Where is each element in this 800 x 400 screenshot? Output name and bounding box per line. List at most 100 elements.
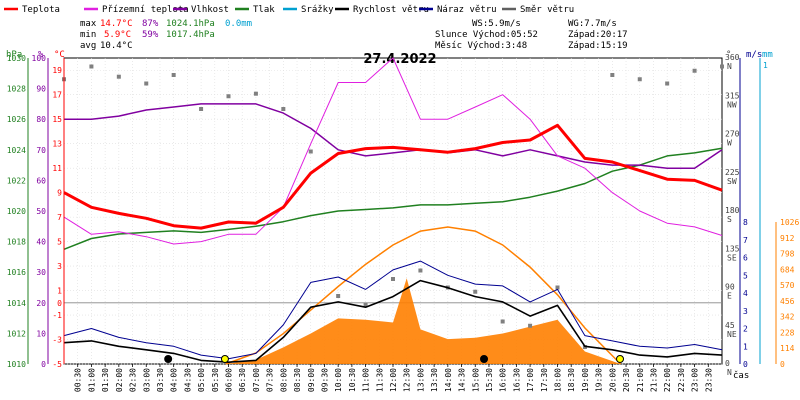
sunset-marker (616, 355, 625, 363)
xtick-label-42: 21:30 (649, 368, 658, 392)
series-line-tlak (63, 147, 723, 250)
legend-label-7: Směr větru (520, 5, 574, 15)
moonrise-marker (164, 355, 173, 363)
xtick-label-27: 14:00 (444, 368, 453, 392)
legend-label-5: Rychlost větru (353, 5, 429, 15)
legend-label-6: Náraz větru (437, 5, 497, 15)
stat-min-press: 1017.4hPa (166, 30, 215, 40)
tick-mm-top: 1 (763, 61, 768, 70)
stat-min-temp: 5.9°C (104, 30, 131, 40)
axes: 1010101210141016101810201022102410261028… (7, 53, 800, 392)
xtick-label-32: 16:30 (512, 368, 521, 392)
xtick-label-29: 15:00 (471, 368, 480, 392)
tick-ms-4: 4 (743, 289, 748, 298)
tick-wm2-1026: 1026 (780, 218, 799, 227)
series-line-rychlost-vetru (63, 279, 723, 363)
wind-dir-point-1 (89, 64, 94, 69)
axis-title-ms: m/s (746, 50, 762, 60)
tick-dir-180: 180 (725, 206, 740, 215)
tick-hpa-1014: 1014 (7, 299, 26, 308)
stat-avg-temp: 10.4°C (100, 41, 133, 51)
solar-layer (225, 226, 622, 365)
stat-max-label: max (80, 19, 97, 29)
tick-dirlabel-5: SW (727, 177, 737, 186)
tick-wm2-798: 798 (780, 250, 795, 259)
tick-dir-135: 135 (725, 244, 740, 253)
wind-dir-point-4 (171, 73, 176, 77)
tick-dirlabel-2: E (727, 292, 732, 301)
axis-title-pct: % (38, 50, 44, 60)
solar-area (225, 278, 621, 364)
xtick-label-22: 11:30 (375, 368, 384, 392)
xtick-label-25: 13:00 (416, 368, 425, 392)
xtick-label-26: 13:30 (430, 368, 439, 392)
tick-pct-50: 50 (36, 207, 46, 216)
tick-c-1: 1 (57, 287, 62, 296)
stats-block: max 14.7°C 87% 1024.1hPa 0.0mm min 5.9°C… (80, 19, 628, 51)
xtick-label-3: 02:00 (115, 368, 124, 392)
solar-theoretical-line (225, 226, 622, 365)
wind-dir-point-5 (199, 107, 204, 111)
xtick-label-30: 15:30 (485, 368, 494, 392)
xtick-label-24: 12:30 (403, 368, 412, 392)
tick-wm2-228: 228 (780, 328, 795, 337)
xtick-label-36: 18:30 (567, 368, 576, 392)
tick-pct-80: 80 (36, 115, 46, 124)
xtick-label-46: 23:30 (704, 368, 713, 392)
moonset-marker (480, 355, 489, 363)
tick-dir-0: 0 (725, 359, 730, 368)
wind-dir-point-9 (308, 149, 313, 154)
tick-ms-8: 8 (743, 218, 748, 227)
xtick-label-44: 22:30 (677, 368, 686, 392)
tick-ms-1: 1 (743, 342, 748, 351)
tick-dirlabel-0: N (727, 368, 732, 377)
legend: Teplota Přízemní teplota Vlhkost Tlak Srážky… (4, 5, 574, 15)
stat-max-press: 1024.1hPa (166, 19, 215, 29)
axis-title-dir: ° (726, 50, 731, 60)
tick-ms-2: 2 (743, 325, 748, 334)
tick-pct-40: 40 (36, 238, 46, 247)
stat-sun-set: Západ:20:17 (568, 30, 628, 40)
series-line-prizemni-teplota (63, 57, 723, 245)
xtick-label-0: 00:30 (74, 368, 83, 392)
xtick-label-21: 11:00 (362, 368, 371, 392)
tick-c-3: 3 (57, 262, 62, 271)
xtick-label-19: 10:00 (334, 368, 343, 392)
tick-c-9: 9 (57, 189, 62, 198)
series-line-naraz-vetru (63, 260, 723, 360)
xtick-label-8: 04:30 (183, 368, 192, 392)
wind-dir-point-21 (637, 77, 642, 82)
xtick-label-18: 09:30 (320, 368, 329, 392)
tick-c-5: 5 (57, 238, 62, 247)
tick-wm2-570: 570 (780, 281, 795, 290)
tick-wm2-0: 0 (780, 360, 785, 369)
tick-dirlabel-7: NW (727, 100, 737, 109)
tick-hpa-1012: 1012 (7, 329, 26, 338)
legend-label-2: Vlhkost (191, 5, 229, 15)
tick-c-11: 11 (52, 164, 62, 173)
wind-dir-point-8 (281, 107, 286, 111)
tick-wm2-114: 114 (780, 344, 795, 353)
tick-ms-7: 7 (743, 236, 748, 245)
stat-sun: Slunce Východ:05:52 (435, 30, 538, 40)
series-line-teplota (63, 123, 723, 230)
tick-dirlabel-1: NE (727, 330, 737, 339)
stat-avg-label: avg (80, 41, 96, 51)
axis-title-c: °C (54, 50, 65, 60)
tick-ms-5: 5 (743, 271, 748, 280)
tick-c-13: 13 (52, 140, 62, 149)
legend-label-4: Srážky (301, 5, 334, 15)
tick-dir-45: 45 (725, 321, 735, 330)
tick-pct-90: 90 (36, 85, 46, 94)
xtick-label-20: 10:30 (348, 368, 357, 392)
wind-dir-point-24 (720, 64, 724, 69)
tick-pct-60: 60 (36, 176, 46, 185)
sun-moon-markers (164, 355, 625, 363)
wind-dir-point-3 (144, 81, 149, 86)
tick-dirlabel-8: N (727, 62, 732, 71)
tick-ms-6: 6 (743, 254, 748, 263)
tick-pct-0: 0 (41, 360, 46, 369)
xtick-label-16: 08:30 (293, 368, 302, 392)
tick-ms-0: 0 (743, 360, 748, 369)
chart-title: 27.4.2022 (363, 52, 436, 67)
